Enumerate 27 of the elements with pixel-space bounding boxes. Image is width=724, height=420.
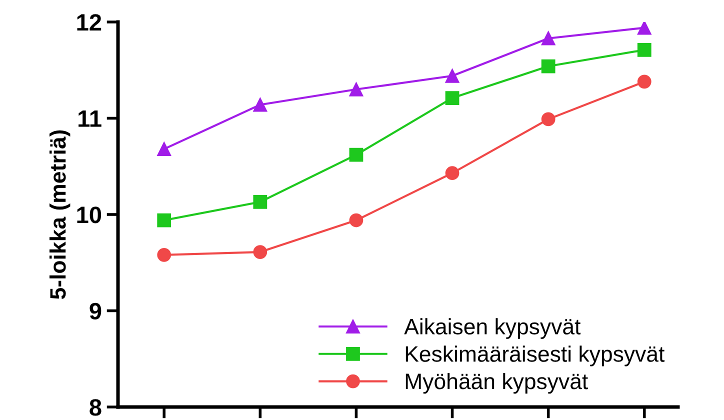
point — [157, 213, 172, 228]
y-tick-label: 8 — [90, 399, 102, 416]
point — [253, 195, 268, 209]
y-tick-label: 11 — [78, 110, 102, 127]
point — [637, 74, 652, 89]
legend-label: Aikaisen kypsyvät — [404, 318, 581, 339]
point — [637, 22, 652, 35]
point — [157, 248, 172, 262]
y-axis-title: 5-loikka (metriä) — [49, 130, 70, 300]
point — [157, 142, 172, 156]
point — [349, 148, 364, 162]
point — [637, 42, 652, 57]
y-tick-label: 12 — [77, 14, 102, 31]
point — [541, 31, 556, 46]
point — [541, 112, 556, 126]
point — [253, 245, 268, 259]
point — [445, 91, 460, 105]
legend-label: Myöhään kypsyvät — [406, 372, 588, 394]
y-tick-label: 10 — [77, 206, 102, 224]
point — [349, 213, 364, 228]
legend-label: Keskimääräisesti kypsyvät — [406, 346, 665, 366]
point — [445, 68, 460, 83]
y-tick-label: 9 — [90, 302, 102, 320]
point — [541, 59, 556, 74]
point — [349, 82, 364, 96]
point — [253, 98, 268, 112]
point — [445, 166, 460, 180]
